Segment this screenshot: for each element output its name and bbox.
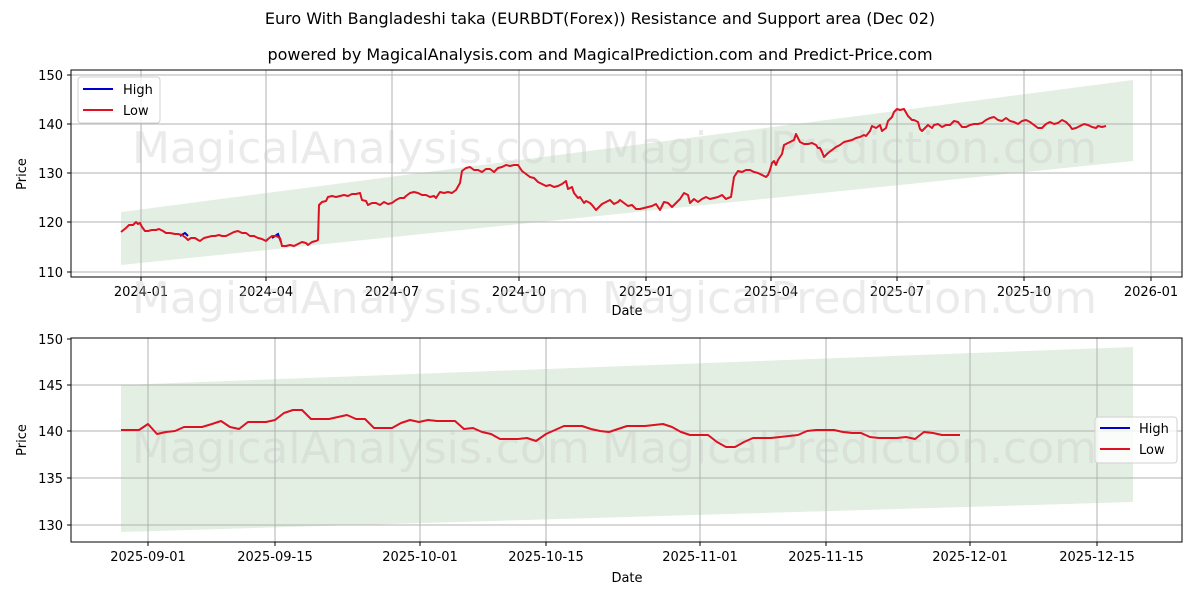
svg-text:2025-09-15: 2025-09-15 [237, 550, 313, 565]
svg-text:130: 130 [38, 167, 63, 182]
bottom-legend: High Low [1094, 416, 1178, 464]
svg-text:2025-12-15: 2025-12-15 [1059, 550, 1135, 565]
svg-text:140: 140 [38, 118, 63, 133]
svg-text:2024-01: 2024-01 [114, 285, 168, 300]
chart-title: Euro With Bangladeshi taka (EURBDT(Forex… [264, 9, 936, 28]
top-x-axis-label: Date [611, 304, 642, 319]
legend-high-label: High [123, 83, 153, 98]
legend-high-label: High [1139, 422, 1169, 437]
bottom-low-line [121, 409, 960, 448]
svg-text:2025-01: 2025-01 [619, 285, 673, 300]
svg-text:2024-04: 2024-04 [239, 285, 293, 300]
svg-text:2025-09-01: 2025-09-01 [110, 550, 186, 565]
svg-text:110: 110 [38, 266, 63, 281]
svg-text:2025-10-01: 2025-10-01 [382, 550, 458, 565]
top-y-axis-label: Price [15, 158, 30, 190]
chart-subtitle: powered by MagicalAnalysis.com and Magic… [267, 45, 933, 64]
svg-text:2026-01: 2026-01 [1124, 285, 1178, 300]
top-chart: MagicalAnalysis.com MagicalPrediction.co… [15, 69, 1183, 319]
watermark-magicalprediction-3: MagicalPrediction.com [602, 423, 1097, 474]
top-x-tick-labels: 2024-01 2024-04 2024-07 2024-10 2025-01 … [114, 285, 1178, 300]
bottom-resistance-support-band [121, 347, 1133, 532]
svg-text:2024-07: 2024-07 [365, 285, 419, 300]
top-legend: High Low [77, 76, 161, 124]
svg-text:135: 135 [38, 472, 63, 487]
svg-text:2025-10: 2025-10 [997, 285, 1051, 300]
svg-text:150: 150 [38, 69, 63, 84]
bottom-y-axis-label: Price [15, 424, 30, 456]
svg-text:2025-04: 2025-04 [744, 285, 798, 300]
watermark-magicalprediction: MagicalPrediction.com [602, 123, 1097, 174]
bottom-x-axis-label: Date [611, 571, 642, 586]
watermark-magicalanalysis-3: MagicalAnalysis.com [132, 423, 590, 474]
top-grid [71, 70, 1182, 277]
svg-text:2025-07: 2025-07 [870, 285, 924, 300]
bottom-axes-frame [70, 337, 1183, 543]
legend-low-label: Low [1139, 443, 1165, 458]
watermark-magicalprediction-2: MagicalPrediction.com [602, 273, 1097, 324]
svg-text:2025-11-01: 2025-11-01 [662, 550, 738, 565]
svg-text:140: 140 [38, 425, 63, 440]
bottom-chart: MagicalAnalysis.com MagicalPrediction.co… [15, 333, 1183, 586]
bottom-y-tick-labels: 150 145 140 135 130 [38, 333, 63, 534]
legend-low-label: Low [123, 104, 149, 119]
svg-text:2025-12-01: 2025-12-01 [932, 550, 1008, 565]
watermark-magicalanalysis: MagicalAnalysis.com [132, 123, 590, 174]
top-low-line [120, 108, 1107, 247]
svg-text:2025-11-15: 2025-11-15 [788, 550, 864, 565]
svg-text:120: 120 [38, 216, 63, 231]
bottom-x-tick-labels: 2025-09-01 2025-09-15 2025-10-01 2025-10… [110, 550, 1135, 565]
svg-text:2024-10: 2024-10 [492, 285, 546, 300]
svg-text:2025-10-15: 2025-10-15 [508, 550, 584, 565]
watermark-magicalanalysis-2: MagicalAnalysis.com [132, 273, 590, 324]
svg-text:130: 130 [38, 519, 63, 534]
svg-text:150: 150 [38, 333, 63, 348]
svg-text:145: 145 [38, 379, 63, 394]
bottom-grid [71, 338, 1182, 542]
top-y-tick-labels: 150 140 130 120 110 [38, 69, 63, 281]
